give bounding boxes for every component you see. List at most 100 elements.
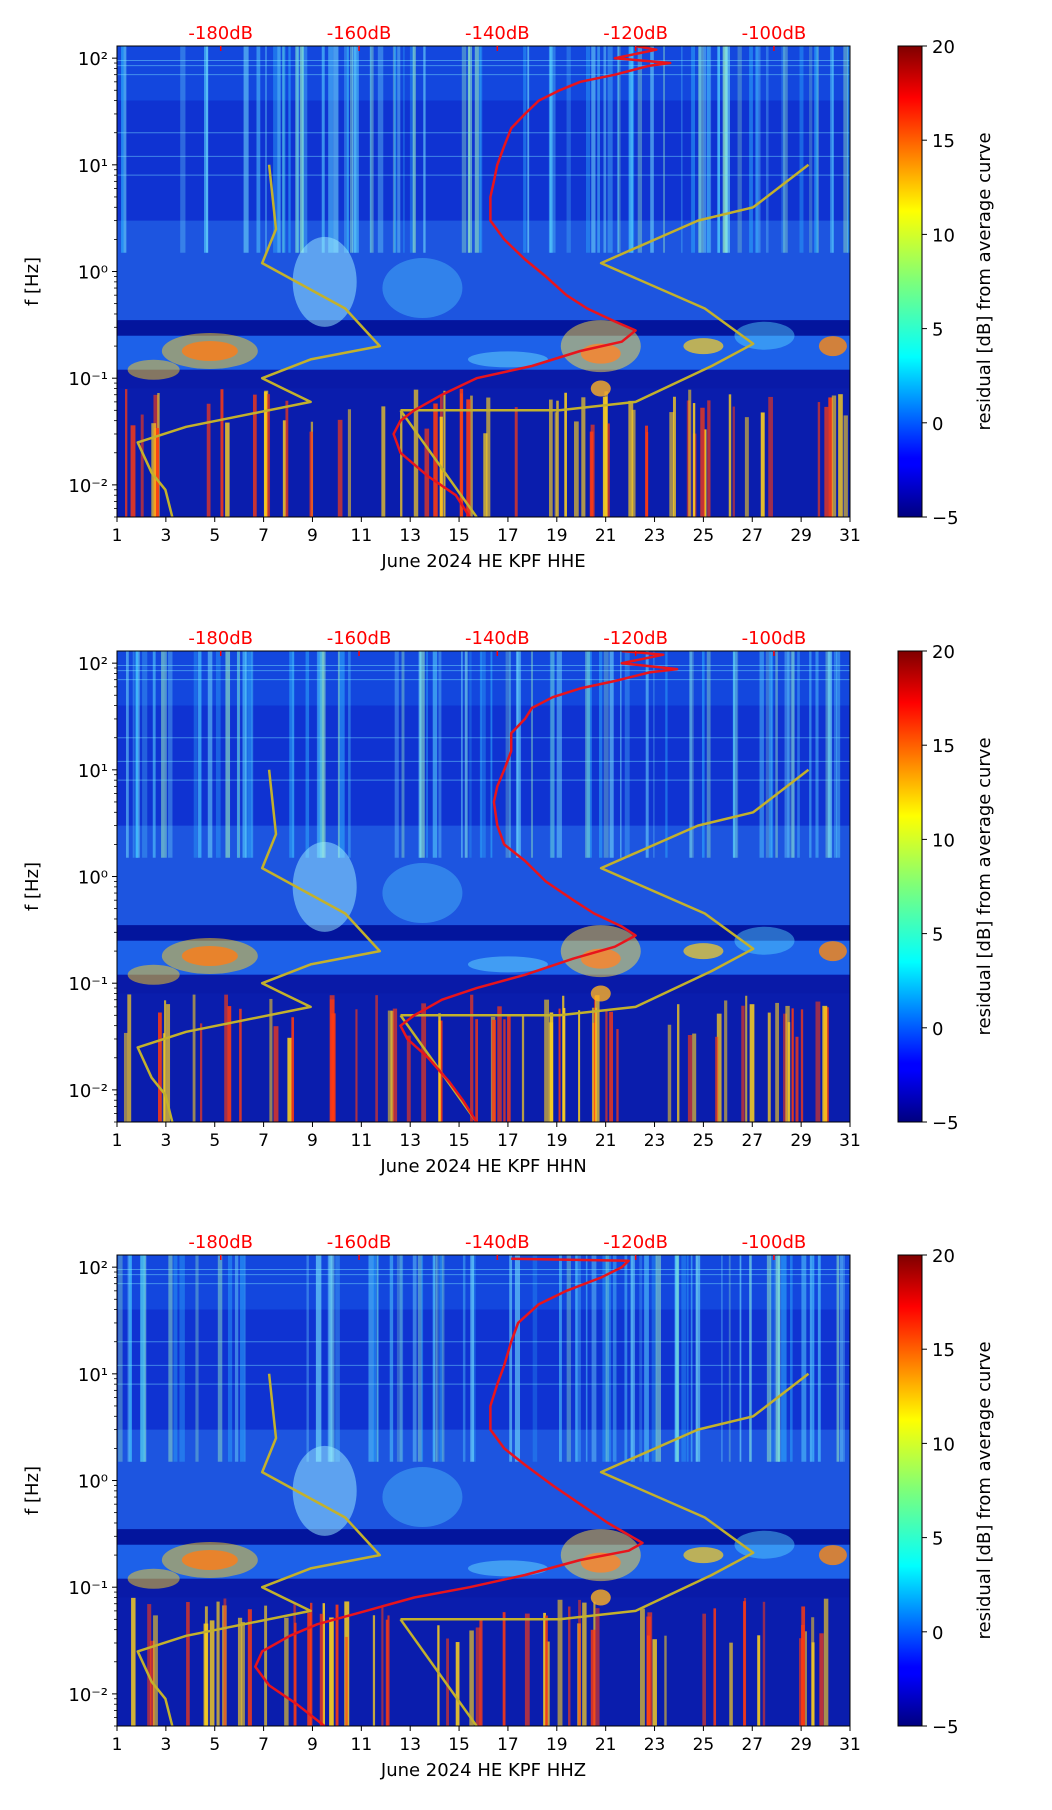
heatmap-spike [209, 1620, 215, 1726]
heatmap-streak [706, 46, 710, 253]
x-tick-label: 31 [839, 1735, 861, 1755]
heatmap-spike [479, 1620, 483, 1726]
heatmap-spike [843, 415, 848, 517]
heatmap-streak [197, 651, 202, 858]
heatmap-streak [421, 1255, 424, 1462]
heatmap-streak [256, 46, 261, 253]
heatmap-spike [455, 1642, 460, 1726]
heatmap-streak [698, 46, 704, 253]
heatmap-streak [302, 46, 308, 253]
heatmap-streak [624, 651, 630, 858]
heatmap-spike [669, 412, 674, 517]
x-tick-label: 11 [351, 526, 373, 546]
colorbar-tick-label: 10 [932, 225, 955, 246]
db-tick-label: -180dB [188, 628, 253, 649]
heatmap-streak [123, 46, 127, 253]
heatmap-spike [828, 397, 833, 517]
heatmap-streak [585, 1255, 588, 1462]
heatmap-spike [273, 1026, 279, 1122]
x-tick-label: 21 [595, 1735, 617, 1755]
heatmap-streak [164, 651, 167, 858]
x-tick-label: 25 [693, 1735, 715, 1755]
heatmap-spike [713, 1608, 717, 1726]
heatmap-spike [667, 1024, 672, 1122]
heatmap-streak [663, 46, 665, 253]
heatmap-spike [503, 1019, 506, 1122]
heatmap-streak [505, 651, 511, 858]
heatmap-streak [321, 46, 325, 253]
heatmap-streak [836, 651, 841, 858]
colorbar-tick-label: 0 [932, 1623, 943, 1644]
heatmap-spike [628, 400, 634, 517]
heatmap-spike [578, 1010, 581, 1122]
heatmap-streak [335, 1255, 340, 1462]
colorbar-tick-label: 5 [932, 1529, 943, 1550]
heatmap-streak [318, 651, 321, 858]
x-tick-label: 13 [399, 526, 421, 546]
x-tick-label: 27 [741, 1735, 763, 1755]
y-tick-label: 10⁻² [68, 1685, 108, 1706]
heatmap-spike [406, 1035, 411, 1122]
heatmap-spike [220, 389, 224, 517]
heatmap-streak [217, 1255, 223, 1462]
heatmap-spike [564, 392, 567, 517]
heatmap-streak [717, 46, 720, 253]
heatmap-streak [720, 1255, 723, 1462]
heatmap-streak [775, 1255, 781, 1462]
heatmap-streak [282, 46, 285, 253]
x-tick-label: 27 [741, 526, 763, 546]
heatmap-streak [701, 651, 705, 858]
average-psd-curve [399, 651, 679, 1122]
heatmap-streak [781, 1255, 787, 1462]
heatmap-streak [556, 651, 562, 858]
heatmap-spike [470, 395, 473, 517]
heatmap-spike [556, 400, 559, 517]
heatmap-spike [589, 431, 594, 517]
heatmap-streak [725, 46, 730, 253]
heatmap-blob [818, 1545, 847, 1566]
heatmap-streak [833, 651, 837, 858]
heatmap-spike [154, 428, 160, 517]
heatmap-streak [603, 46, 607, 253]
heatmap-spike [800, 1009, 804, 1122]
heatmap-spike [741, 1005, 745, 1122]
db-tick-label: -180dB [188, 23, 253, 44]
heatmap-streak [295, 46, 299, 253]
heatmap-streak [121, 46, 124, 253]
heatmap-streak [549, 651, 555, 858]
heatmap-streak [353, 46, 359, 253]
heatmap-spike [147, 1604, 152, 1726]
db-tick-label: -140dB [465, 23, 530, 44]
x-tick-label: 1 [112, 1735, 123, 1755]
heatmap-streak [759, 651, 764, 858]
heatmap-spike [265, 394, 271, 517]
heatmap-streak [464, 651, 469, 858]
heatmap-spike [381, 1605, 384, 1726]
heatmap-blob [127, 1568, 180, 1589]
heatmap-spike [578, 1599, 581, 1726]
x-axis-label: June 2024 HE KPF HHZ [380, 1760, 586, 1781]
heatmap-streak [251, 651, 254, 858]
heatmap-streak [628, 46, 633, 253]
heatmap-spike [664, 1635, 667, 1726]
heatmap-spike [459, 388, 464, 517]
heatmap-streak [830, 46, 834, 253]
heatmap-streak [394, 46, 397, 253]
db-tick-label: -160dB [327, 23, 392, 44]
heatmap-spike [347, 409, 352, 517]
y-tick-label: 10⁰ [78, 1472, 108, 1493]
heatmap-streak [559, 1255, 562, 1462]
heatmap-streak [674, 1255, 678, 1462]
heatmap-spike [521, 1015, 525, 1122]
heatmap-spike [574, 421, 579, 517]
heatmap-spike [544, 999, 550, 1122]
heatmap-spike [199, 1023, 203, 1122]
x-tick-label: 11 [351, 1735, 373, 1755]
heatmap-spike [284, 1617, 289, 1726]
heatmap-streak [392, 46, 396, 253]
heatmap-spike [153, 1615, 158, 1726]
heatmap-streak [225, 651, 231, 858]
y-tick-label: 10⁻² [68, 476, 108, 497]
heatmap-streak [418, 651, 422, 858]
heatmap-streak [832, 46, 834, 253]
